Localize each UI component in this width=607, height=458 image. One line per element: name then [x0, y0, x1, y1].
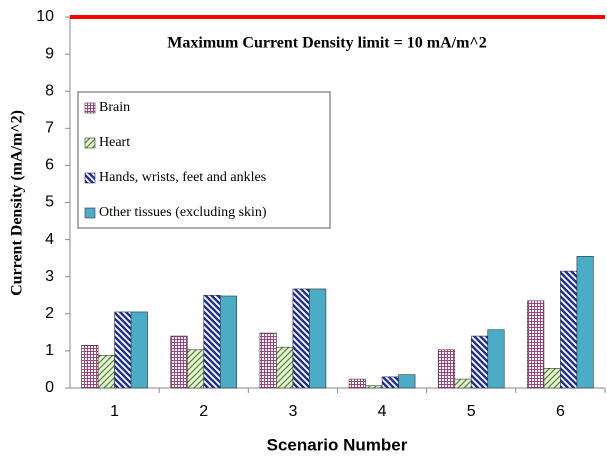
bar — [276, 346, 294, 389]
bar — [348, 378, 366, 389]
legend-label: Heart — [99, 135, 130, 150]
bar — [130, 311, 148, 389]
bar — [437, 349, 456, 389]
y-tick-label: 0 — [45, 379, 54, 396]
bar — [381, 376, 399, 389]
bar — [186, 349, 205, 389]
x-tick-label: 4 — [378, 403, 387, 420]
x-tick-label: 3 — [288, 403, 297, 420]
x-tick-label: 2 — [199, 403, 208, 420]
bar — [398, 374, 416, 389]
bar — [203, 294, 221, 389]
bar — [527, 300, 545, 389]
y-axis-label: Current Density (mA/m^2) — [9, 110, 26, 296]
x-tick-label: 1 — [110, 403, 119, 420]
y-tick-label: 9 — [45, 45, 54, 62]
legend-label: Brain — [99, 100, 130, 115]
legend-swatch — [84, 172, 96, 184]
bar — [560, 270, 578, 389]
y-tick-label: 4 — [45, 231, 54, 248]
y-tick-label: 1 — [45, 342, 54, 359]
legend-swatch — [84, 137, 96, 149]
y-tick-label: 3 — [45, 268, 54, 285]
legend-label: Hands, wrists, feet and ankles — [99, 170, 266, 185]
bar — [470, 335, 489, 389]
bar — [454, 378, 472, 389]
bar — [292, 288, 310, 389]
y-tick-label: 7 — [45, 120, 54, 137]
limit-annotation: Maximum Current Density limit = 10 mA/m^… — [167, 35, 486, 52]
bar — [97, 355, 115, 389]
bar — [259, 332, 277, 389]
y-tick-label: 5 — [45, 194, 54, 211]
bar — [219, 295, 238, 389]
bar — [576, 255, 594, 389]
bar — [170, 335, 188, 389]
x-tick-label: 5 — [467, 403, 476, 420]
x-axis-label: Scenario Number — [267, 435, 408, 454]
legend-swatch — [84, 102, 96, 114]
y-tick-label: 2 — [45, 305, 54, 322]
bar — [309, 288, 327, 389]
bar — [543, 368, 561, 389]
legend-swatch — [84, 207, 96, 219]
bar — [487, 329, 505, 389]
legend-label: Other tissues (excluding skin) — [99, 205, 267, 220]
y-tick-label: 10 — [36, 8, 54, 25]
bar — [365, 385, 383, 389]
legend-box — [77, 91, 331, 229]
y-tick-label: 8 — [45, 82, 54, 99]
y-tick-label: 6 — [45, 157, 54, 174]
bar — [81, 345, 99, 389]
x-tick-label: 6 — [556, 403, 565, 420]
bar — [114, 311, 132, 389]
